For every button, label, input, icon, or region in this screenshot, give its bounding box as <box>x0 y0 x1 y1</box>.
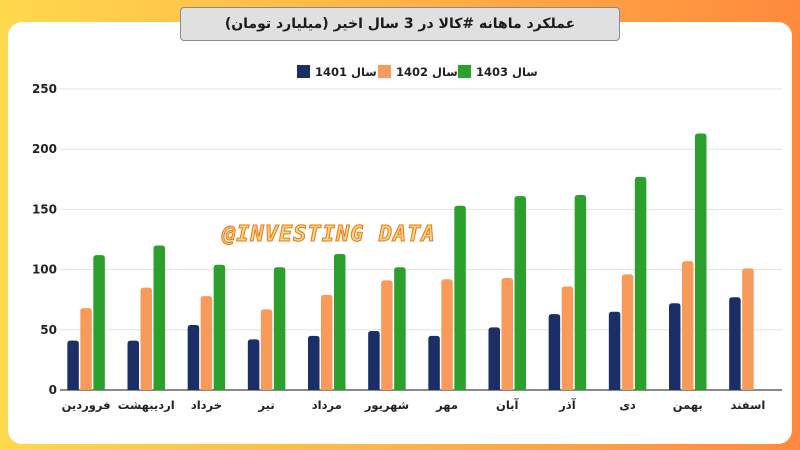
legend-label-2: سال 1402 <box>396 65 458 79</box>
bar-1-7 <box>428 335 440 390</box>
bar-2-4 <box>260 309 273 390</box>
bar-2-2 <box>140 287 152 390</box>
y-tick-label: 150 <box>32 202 57 216</box>
y-tick-label: 50 <box>40 323 57 337</box>
legend: سال 1401 سال 1402 سال 1403 <box>297 65 538 79</box>
bar-3-9 <box>574 194 587 390</box>
bar-1-4 <box>247 339 260 390</box>
x-category-label: مهر <box>435 398 458 412</box>
bar-3-11 <box>695 133 707 390</box>
x-category-label: اسفند <box>730 398 765 412</box>
x-category-label: تیر <box>257 398 274 412</box>
x-category-label: فروردین <box>62 398 111 413</box>
x-category-label: آبان <box>496 398 519 412</box>
bar-1-5 <box>308 335 320 390</box>
x-category-label: خرداد <box>191 398 222 412</box>
bar-3-7 <box>454 205 466 390</box>
bar-1-3 <box>187 324 200 390</box>
x-category-label: بهمن <box>673 398 703 412</box>
bar-3-3 <box>213 264 226 390</box>
x-category-label: اردیبهشت <box>118 398 175 412</box>
x-category-label: دی <box>619 398 636 412</box>
y-tick-label: 0 <box>49 383 57 397</box>
legend-label-3: سال 1403 <box>476 65 538 79</box>
x-axis-labels: فروردین اردیبهشت خرداد تیر مرداد شهریور مهر آبا… <box>62 398 766 413</box>
bar-2-10 <box>621 274 634 390</box>
bar-1-1 <box>67 340 79 390</box>
legend-label-1: سال 1401 <box>315 65 377 79</box>
bar-3-2 <box>153 245 165 390</box>
bar-1-2 <box>127 340 139 390</box>
y-tick-label: 250 <box>32 82 57 96</box>
bar-2-9 <box>561 286 574 390</box>
bar-1-11 <box>669 303 681 390</box>
bar-3-10 <box>634 176 647 390</box>
bar-3-8 <box>514 196 526 390</box>
bar-1-12 <box>729 297 741 390</box>
y-tick-label: 200 <box>32 142 57 156</box>
x-category-label: مرداد <box>312 398 342 412</box>
x-category-label: شهریور <box>364 398 409 413</box>
bar-1-10 <box>608 311 621 390</box>
y-tick-label: 100 <box>32 263 57 277</box>
bar-2-7 <box>441 279 453 390</box>
legend-swatch-3 <box>458 65 471 78</box>
watermark-text: @INVESTING DATA <box>222 222 436 248</box>
bar-2-6 <box>381 280 393 390</box>
bar-1-9 <box>548 314 561 390</box>
bar-1-8 <box>488 327 500 390</box>
grid-lines <box>60 88 782 391</box>
bar-3-5 <box>334 253 346 390</box>
y-axis-ticks: 0 50 100 150 200 250 <box>32 82 57 397</box>
bars <box>67 133 754 390</box>
chart-title: عملکرد ماهانه #کالا در 3 سال اخیر (میلیا… <box>180 7 620 41</box>
bar-2-11 <box>682 261 694 390</box>
bar-3-1 <box>93 255 105 390</box>
x-category-label: آذر <box>558 398 577 412</box>
bar-3-6 <box>394 267 406 390</box>
bar-2-12 <box>742 268 754 390</box>
bar-2-1 <box>80 308 92 390</box>
bar-2-3 <box>200 296 213 390</box>
bar-1-6 <box>368 331 380 390</box>
legend-swatch-1 <box>297 65 310 78</box>
bar-2-8 <box>501 278 513 390</box>
bar-3-4 <box>273 267 286 390</box>
bar-2-5 <box>321 294 333 390</box>
legend-swatch-2 <box>378 65 391 78</box>
